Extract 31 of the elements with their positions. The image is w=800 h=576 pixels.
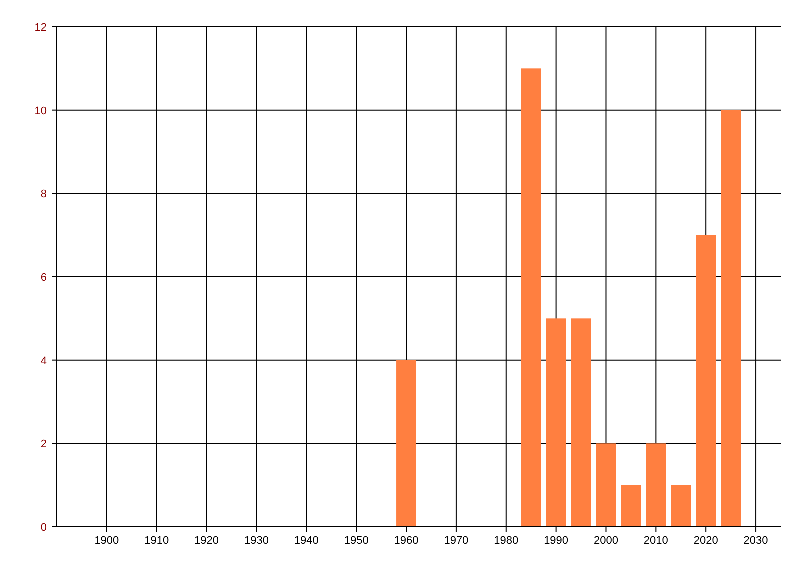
x-tick-label: 2030: [744, 535, 768, 547]
x-tick-label: 1900: [94, 535, 120, 547]
x-tick-label: 2020: [694, 535, 718, 547]
x-tick-label: 1920: [194, 535, 220, 547]
x-tick-label: 1980: [494, 535, 519, 547]
x-tick-label: 1950: [344, 535, 369, 547]
bar: [521, 68, 542, 527]
y-tick-label: 6: [40, 272, 47, 284]
y-tick-label: 2: [40, 438, 47, 451]
bar: [621, 485, 642, 527]
x-tick-label: 1910: [144, 535, 170, 547]
x-tick-label: 2010: [644, 535, 668, 547]
y-tick-label: 8: [40, 188, 47, 201]
bar: [546, 318, 566, 527]
bar: [696, 235, 716, 527]
bar: [396, 360, 417, 527]
x-tick-label: 2000: [594, 535, 618, 547]
x-tick-label: 1940: [294, 535, 319, 547]
y-tick-label: 12: [34, 22, 47, 34]
bar: [721, 110, 742, 527]
bar: [671, 485, 692, 527]
bar: [571, 318, 592, 527]
y-tick-label: 4: [40, 355, 47, 368]
y-tick-label: 0: [40, 522, 47, 534]
x-tick-label: 1960: [394, 535, 419, 547]
x-tick-label: 1990: [544, 535, 569, 547]
x-tick-label: 1930: [244, 535, 269, 547]
bar: [596, 444, 616, 527]
x-tick-label: 1970: [444, 535, 469, 547]
bar: [646, 444, 666, 527]
y-tick-label: 10: [34, 105, 47, 118]
